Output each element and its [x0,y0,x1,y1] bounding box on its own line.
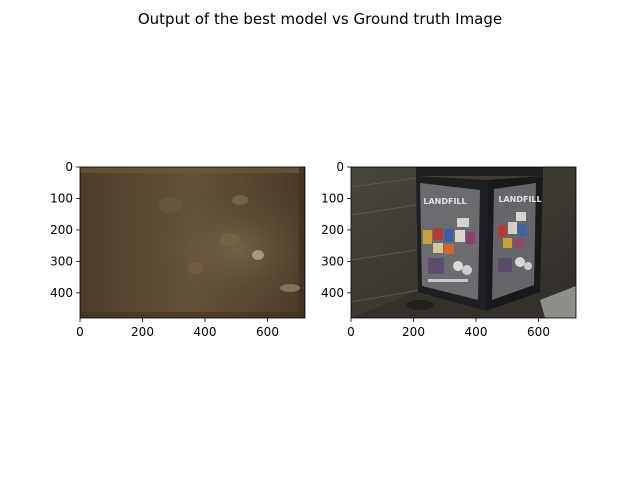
left-y-tick-label: 200 [50,223,73,237]
left-axes-ticks: 0 200 400 600 0 100 200 300 400 [50,160,279,339]
left-y-tick-label: 100 [50,191,73,205]
right-x-tick-label: 600 [527,325,550,339]
right-x-tick-label: 200 [402,325,425,339]
right-axes-frame [350,166,577,319]
kiosk-label-right: LANDFILL [498,195,541,204]
right-y-tick-label: 0 [336,160,344,174]
left-x-tick-label: 600 [256,325,279,339]
left-x-tick-label: 0 [76,325,84,339]
right-y-tick-label: 400 [321,286,344,300]
right-y-tick-label: 200 [321,223,344,237]
subplot-model-output: 0 200 400 600 0 100 200 300 400 [50,160,306,339]
right-x-tick-label: 0 [347,325,355,339]
left-y-tick-label: 300 [50,254,73,268]
left-axes-frame [79,166,306,319]
left-x-tick-label: 200 [131,325,154,339]
right-y-tick-label: 100 [321,191,344,205]
subplot-ground-truth: LANDFILL LANDFILL 0 [321,160,577,339]
ground-truth-image: LANDFILL LANDFILL [351,167,576,318]
left-y-tick-label: 400 [50,286,73,300]
left-y-tick-label: 0 [65,160,73,174]
right-x-tick-label: 400 [465,325,488,339]
figure-title: Output of the best model vs Ground truth… [138,10,502,28]
right-y-tick-label: 300 [321,254,344,268]
model-output-image [80,167,305,318]
kiosk-label-left: LANDFILL [423,197,466,206]
left-x-tick-label: 400 [194,325,217,339]
right-axes-ticks: 0 200 400 600 0 100 200 300 400 [321,160,550,339]
